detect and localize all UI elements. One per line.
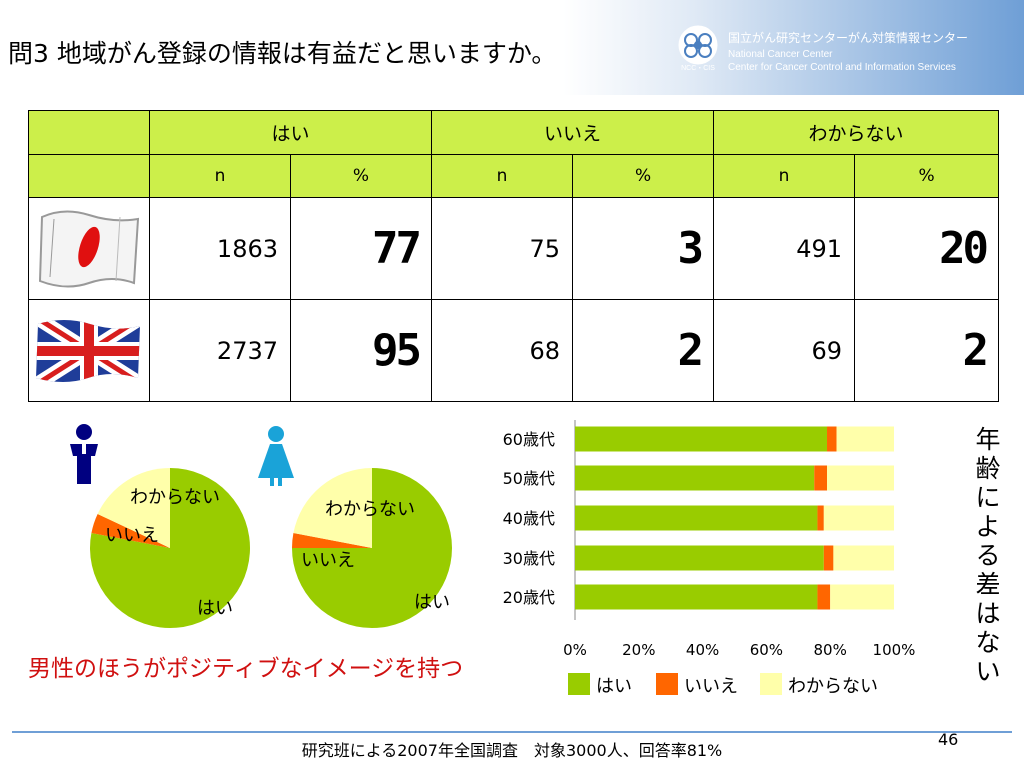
no-count: 75 [431,197,574,300]
legend-swatch [656,673,678,695]
bar-segment [817,584,831,610]
unknown-count: 69 [713,299,856,402]
pie-label: いいえ [301,550,355,571]
legend-label: はい [596,676,632,697]
category-label: 60歳代 [503,430,555,449]
male-pie-chart: はい いいえ わからない [90,468,251,628]
survey-results-table: はい いいえ わからない n % n % n % 1863 77 75 3 49… [28,110,1000,402]
org-name-ja: 国立がん研究センターがん対策情報センター [728,31,969,45]
group-header-unknown: わからない [713,110,1000,155]
subheader-pct: % [572,154,715,198]
x-tick-label: 80% [814,641,847,659]
category-label: 40歳代 [503,509,555,528]
yes-count: 2737 [149,299,291,402]
bar-segment [830,584,894,610]
table-subheader-row: n % n % n % [28,154,1000,198]
bar-segment [827,465,894,491]
unknown-count: 491 [713,197,856,300]
x-tick-label: 40% [686,641,719,659]
category-label: 20歳代 [503,588,555,607]
no-percent: 2 [572,299,715,402]
pie-label: いいえ [105,525,159,546]
bar-segment [575,584,818,610]
gender-note: 男性のほうがポジティブなイメージを持つ [28,656,464,682]
org-name-en-1: National Cancer Center [728,49,833,60]
table-row-uk: 2737 95 68 2 69 2 [28,299,1000,402]
legend-label: いいえ [684,676,738,697]
x-tick-label: 20% [622,641,655,659]
yes-percent: 95 [289,299,433,402]
page-title: 問3 地域がん登録の情報は有益だと思いますか。 [8,39,557,68]
flag-cell [28,197,150,300]
japan-flag-icon [38,210,140,287]
subheader-pct: % [854,154,1000,198]
unknown-percent: 20 [854,197,1000,300]
group-header-yes: はい [148,110,433,155]
female-person-icon [258,426,294,486]
pie-label: わからない [325,499,415,520]
category-label: 50歳代 [503,469,555,488]
pie-slice [97,468,170,548]
unknown-percent: 2 [854,299,1000,402]
x-tick-label: 60% [750,641,783,659]
bar-segment [814,465,828,491]
category-label: 30歳代 [503,549,555,568]
bar-segment [823,545,834,571]
org-name-en-2: Center for Cancer Control and Informatio… [728,62,956,73]
no-count: 68 [431,299,574,402]
pie-slice [293,468,372,548]
bar-segment [827,426,837,452]
footer-divider [12,731,1012,733]
header-banner: 問3 地域がん登録の情報は有益だと思いますか。 NCC・CIS 国立がん研究セン… [0,0,1024,95]
bar-segment [817,505,824,531]
corner-cell [28,154,150,198]
legend-label: わからない [788,676,878,697]
female-pie-chart: はい いいえ わからない [292,468,452,628]
no-percent: 3 [572,197,715,300]
subheader-n: n [431,154,574,198]
footer-source: 研究班による2007年全国調査 対象3000人、回答率81% [301,741,723,760]
legend-swatch [760,673,782,695]
table-row-japan: 1863 77 75 3 491 20 [28,197,1000,300]
age-bar-chart: 60歳代 50歳代 40歳代 30歳代 20歳代 0% 20% 40% 60% 80% 100% はい… [503,420,916,697]
pie-label: はい [197,598,233,619]
bar-segment [575,505,818,531]
corner-cell [28,110,150,155]
flag-cell [28,299,150,402]
x-tick-label: 100% [873,641,916,659]
subheader-pct: % [289,154,433,198]
legend-swatch [568,673,590,695]
bar-segment [823,505,894,531]
yes-count: 1863 [149,197,291,300]
page-number: 46 [938,730,959,749]
subheader-n: n [713,154,856,198]
age-note-vertical: 年齢による差はない [975,425,1001,686]
ncc-logo-icon: NCC・CIS [678,25,718,72]
pie-slice [91,513,170,548]
male-person-icon [70,424,98,484]
bar-segment [575,426,828,452]
logo-text: NCC・CIS [681,65,715,72]
x-tick-label: 0% [563,641,587,659]
uk-flag-icon [36,319,140,382]
bar-segment [575,545,824,571]
bar-segment [836,426,894,452]
bar-segment [575,465,815,491]
pie-label: わからない [130,487,220,508]
bar-segment [833,545,894,571]
pie-label: はい [414,592,450,613]
pie-slice [292,533,372,548]
